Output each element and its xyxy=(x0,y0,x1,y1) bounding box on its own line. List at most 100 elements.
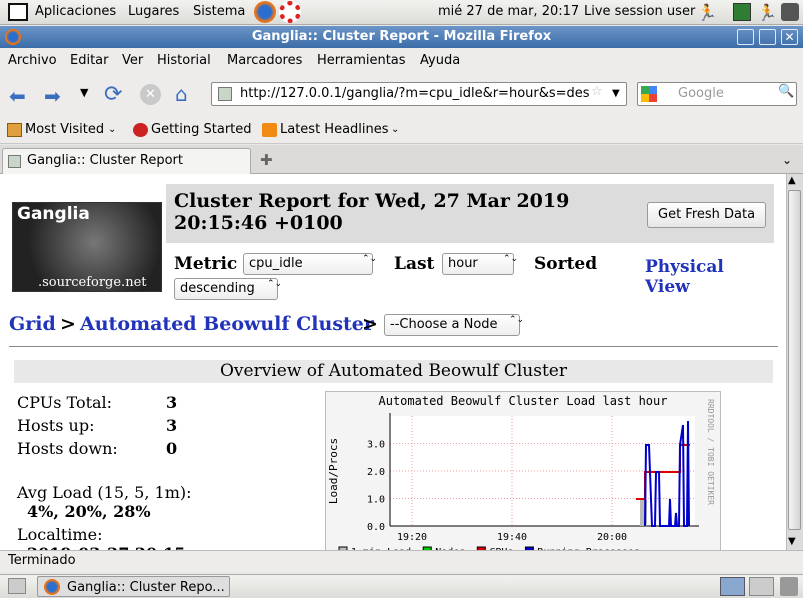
taskbar-window-icon xyxy=(44,579,60,595)
y-tick-label: 1.0 xyxy=(367,495,385,506)
help-launcher[interactable] xyxy=(279,1,301,23)
tray-icon[interactable] xyxy=(733,3,751,21)
url-bar[interactable] xyxy=(211,82,627,106)
legend-label: Running Processes xyxy=(537,547,639,550)
processes-line xyxy=(644,420,690,527)
scroll-thumb[interactable] xyxy=(788,190,801,530)
cluster-link[interactable]: Automated Beowulf Cluster xyxy=(80,313,374,335)
close-button[interactable]: ✕ xyxy=(781,29,798,45)
site-icon xyxy=(218,87,232,101)
menu-item[interactable]: Editar xyxy=(70,53,109,68)
new-tab-button[interactable]: ✚ xyxy=(260,151,273,169)
x-tick-label: 19:40 xyxy=(497,532,527,543)
show-desktop[interactable] xyxy=(8,578,26,594)
bookmark-icon xyxy=(133,123,148,137)
graph-axes: 0.0 1.0 2.0 3.0 19:20 19:40 20:00 xyxy=(367,413,699,543)
search-placeholder[interactable]: Google xyxy=(678,86,724,101)
stat-value: 3 xyxy=(166,393,178,412)
run-icon[interactable]: 🏃 xyxy=(697,3,717,22)
history-dropdown[interactable]: ▼ xyxy=(80,86,89,99)
physical-view-link[interactable]: Physical View xyxy=(645,257,724,297)
menu-item[interactable]: Archivo xyxy=(8,53,57,68)
taskbar-window-title: Ganglia:: Cluster Repo... xyxy=(67,580,225,595)
home-button[interactable]: ⌂ xyxy=(175,82,188,106)
search-button[interactable]: 🔍 xyxy=(778,84,795,99)
top-panel xyxy=(0,0,803,25)
metric-label: Metric xyxy=(174,254,238,274)
tab[interactable] xyxy=(2,148,251,174)
menu-item[interactable]: Ayuda xyxy=(420,53,461,68)
bookmark-icon xyxy=(262,123,277,137)
search-bar[interactable] xyxy=(637,82,797,106)
last-label: Last xyxy=(394,254,435,274)
window-icon[interactable] xyxy=(5,29,21,45)
y-tick-label: 3.0 xyxy=(367,440,385,451)
tray-icon[interactable] xyxy=(781,3,799,21)
bookmark-star[interactable]: ☆ xyxy=(591,84,603,99)
grid-link[interactable]: Grid xyxy=(9,313,56,335)
workspace[interactable] xyxy=(749,577,774,596)
graph-legend: 1-min Load Nodes CPUs Running Processes xyxy=(338,546,640,550)
last-select[interactable]: hour xyxy=(442,253,514,275)
title-bar xyxy=(0,26,803,48)
search-engine-icon[interactable] xyxy=(641,86,657,102)
node-select[interactable]: --Choose a Node xyxy=(384,314,520,336)
distro-icon[interactable] xyxy=(8,3,28,21)
reload-button[interactable]: ⟳ xyxy=(104,82,123,107)
metric-select[interactable]: cpu_idle xyxy=(243,253,373,275)
status-text: Terminado xyxy=(8,553,76,568)
menu-item[interactable]: Historial xyxy=(157,53,211,68)
bookmark[interactable]: Getting Started xyxy=(151,122,252,137)
taskbar-window[interactable] xyxy=(37,576,230,597)
firefox-launcher[interactable] xyxy=(254,1,276,23)
run-icon[interactable]: 🏃 xyxy=(757,3,777,22)
cpus-line xyxy=(636,444,690,500)
avg-load-label: Avg Load (15, 5, 1m): xyxy=(17,483,192,502)
panel-menu[interactable]: Aplicaciones xyxy=(35,4,117,19)
menu-item[interactable]: Ver xyxy=(122,53,144,68)
menu-item[interactable]: Herramientas xyxy=(317,53,406,68)
tab-icon xyxy=(8,155,21,168)
workspace[interactable] xyxy=(720,577,745,596)
dropdown-arrow[interactable]: ⌄ xyxy=(108,124,117,135)
panel-menu[interactable]: Sistema xyxy=(193,4,246,19)
back-button[interactable]: ⬅ xyxy=(9,84,26,108)
panel-menu[interactable]: Lugares xyxy=(128,4,180,19)
scroll-up[interactable]: ▲ xyxy=(788,175,796,186)
scroll-down[interactable]: ▼ xyxy=(788,536,796,547)
graph-y-label: Load/Procs xyxy=(327,438,340,504)
tab-list-button[interactable]: ⌄ xyxy=(782,153,793,167)
stop-button[interactable]: ✕ xyxy=(140,84,161,105)
web-content: Ganglia .sourceforge.net Cluster Report … xyxy=(0,174,786,550)
window-title: Ganglia:: Cluster Report - Mozilla Firef… xyxy=(251,29,552,44)
url-text[interactable]: http://127.0.0.1/ganglia/?m=cpu_idle&r=h… xyxy=(240,86,590,101)
bookmarks-toolbar xyxy=(0,116,803,144)
dropdown-arrow[interactable]: ⌄ xyxy=(391,124,400,135)
minimize-button[interactable] xyxy=(737,29,754,45)
legend-label: 1-min Load xyxy=(351,547,411,550)
bookmark[interactable]: Most Visited xyxy=(25,122,105,137)
url-dropdown[interactable]: ▼ xyxy=(612,88,620,99)
bookmark[interactable]: Latest Headlines xyxy=(280,122,389,137)
session-user[interactable]: Live session user xyxy=(584,4,696,19)
localtime-value: 2019-03-27 20:15 xyxy=(27,544,185,550)
overview-bar: Overview of Automated Beowulf Cluster xyxy=(14,360,773,383)
ganglia-logo[interactable] xyxy=(12,202,162,292)
trash[interactable] xyxy=(780,577,798,596)
avg-load-value: 4%, 20%, 28% xyxy=(27,502,151,521)
sorted-select[interactable]: descending xyxy=(174,278,278,300)
legend-swatch xyxy=(338,546,348,550)
legend-swatch xyxy=(422,546,432,550)
menu-item[interactable]: Marcadores xyxy=(227,53,303,68)
tab-title[interactable]: Ganglia:: Cluster Report xyxy=(27,153,183,168)
stat-label: Hosts up: xyxy=(17,416,95,435)
clock[interactable]: mié 27 de mar, 20:17 xyxy=(438,4,580,19)
x-tick-label: 19:20 xyxy=(397,532,427,543)
fresh-button[interactable]: Get Fresh Data xyxy=(647,202,767,228)
breadcrumb-separator: > xyxy=(362,313,378,335)
forward-button[interactable]: ➡ xyxy=(44,84,61,108)
menu-bar xyxy=(0,48,803,72)
separator-rule xyxy=(9,346,778,347)
maximize-button[interactable] xyxy=(759,29,776,45)
